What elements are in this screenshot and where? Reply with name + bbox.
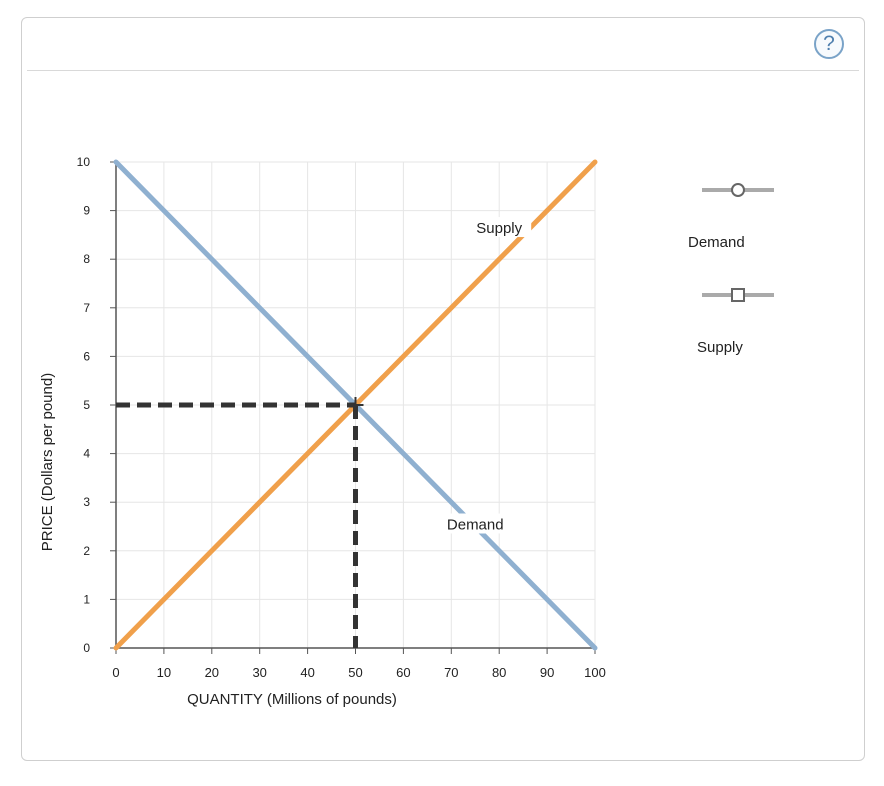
- x-tick-label: 90: [540, 665, 554, 680]
- legend-item-supply[interactable]: Supply: [680, 285, 780, 365]
- y-tick-label: 4: [83, 447, 90, 461]
- y-tick-label: 8: [83, 252, 90, 266]
- legend-item-demand[interactable]: Demand: [680, 180, 780, 260]
- y-tick-label: 7: [83, 301, 90, 315]
- y-tick-label: 6: [83, 349, 90, 363]
- y-axis-title: PRICE (Dollars per pound): [39, 373, 56, 551]
- x-tick-label: 100: [584, 665, 606, 680]
- x-tick-label: 30: [252, 665, 266, 680]
- x-tick-label: 50: [348, 665, 362, 680]
- circle-marker-icon: [702, 183, 774, 197]
- graph-panel: ?: [21, 17, 865, 761]
- y-tick-label: 10: [77, 155, 91, 169]
- legend-label-supply: Supply: [697, 339, 743, 356]
- square-marker-icon: [702, 288, 774, 302]
- x-tick-label: 70: [444, 665, 458, 680]
- y-tick-label: 9: [83, 204, 90, 218]
- x-axis-title: QUANTITY (Millions of pounds): [187, 691, 397, 708]
- y-tick-label: 3: [83, 495, 90, 509]
- x-tick-label: 10: [157, 665, 171, 680]
- x-tick-label: 0: [112, 665, 119, 680]
- y-tick-label: 2: [83, 544, 90, 558]
- annotation-background: [467, 217, 532, 238]
- legend-label-demand: Demand: [688, 234, 745, 251]
- curve-annotation-demand: Demand: [447, 517, 504, 534]
- x-tick-label: 60: [396, 665, 410, 680]
- y-tick-label: 0: [83, 641, 90, 655]
- curve-annotation-supply: Supply: [476, 220, 522, 237]
- y-tick-label: 5: [83, 398, 90, 412]
- panel-divider: [27, 70, 859, 71]
- y-tick-label: 1: [83, 592, 90, 606]
- question-mark-icon: ?: [823, 32, 835, 55]
- x-tick-label: 40: [300, 665, 314, 680]
- annotation-background: [443, 513, 508, 534]
- x-tick-label: 20: [205, 665, 219, 680]
- x-tick-label: 80: [492, 665, 506, 680]
- help-button[interactable]: ?: [814, 29, 844, 59]
